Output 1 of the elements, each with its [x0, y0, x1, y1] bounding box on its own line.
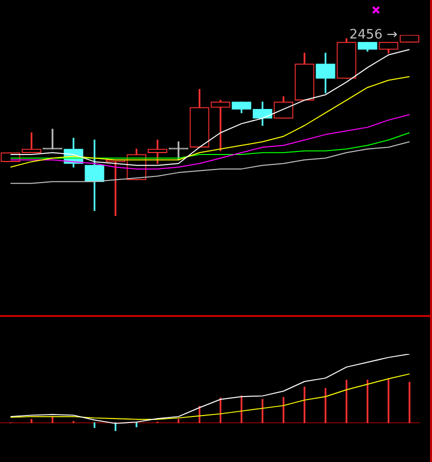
annotation: 2456 → — [349, 27, 398, 42]
